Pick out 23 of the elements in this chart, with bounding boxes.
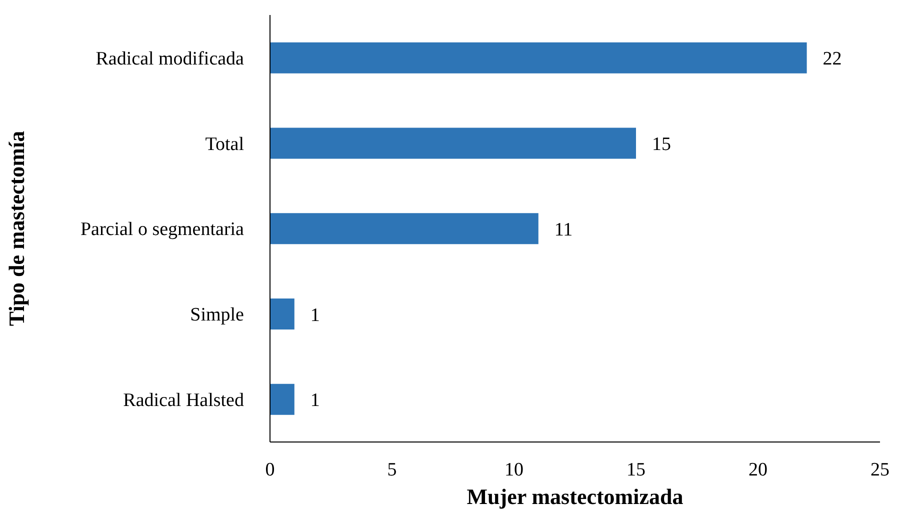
- bar: [270, 298, 294, 330]
- x-tick-label: 5: [387, 459, 397, 480]
- bar: [270, 42, 807, 74]
- y-tick-label: Simple: [190, 304, 244, 326]
- data-label: 1: [310, 304, 320, 326]
- y-tick-label: Radical Halsted: [123, 390, 244, 412]
- x-tick-label: 10: [504, 459, 524, 480]
- bar: [270, 384, 294, 415]
- y-axis-title: Tipo de mastectomía: [4, 130, 29, 326]
- bar: [270, 213, 538, 244]
- data-label: 22: [822, 48, 842, 70]
- x-tick-label: 20: [748, 459, 768, 480]
- bar: [270, 128, 636, 159]
- y-tick-label: Radical modificada: [96, 48, 245, 70]
- x-axis-title: Mujer mastectomizada: [466, 484, 684, 509]
- x-tick-label: 25: [870, 459, 890, 480]
- x-tick-label: 0: [265, 459, 275, 480]
- y-tick-label: Total: [205, 134, 244, 155]
- x-tick-label: 15: [626, 459, 646, 480]
- data-label: 1: [310, 390, 320, 412]
- y-tick-label: Parcial o segmentaria: [80, 219, 245, 240]
- data-label: 15: [652, 134, 671, 155]
- data-label: 11: [554, 219, 573, 240]
